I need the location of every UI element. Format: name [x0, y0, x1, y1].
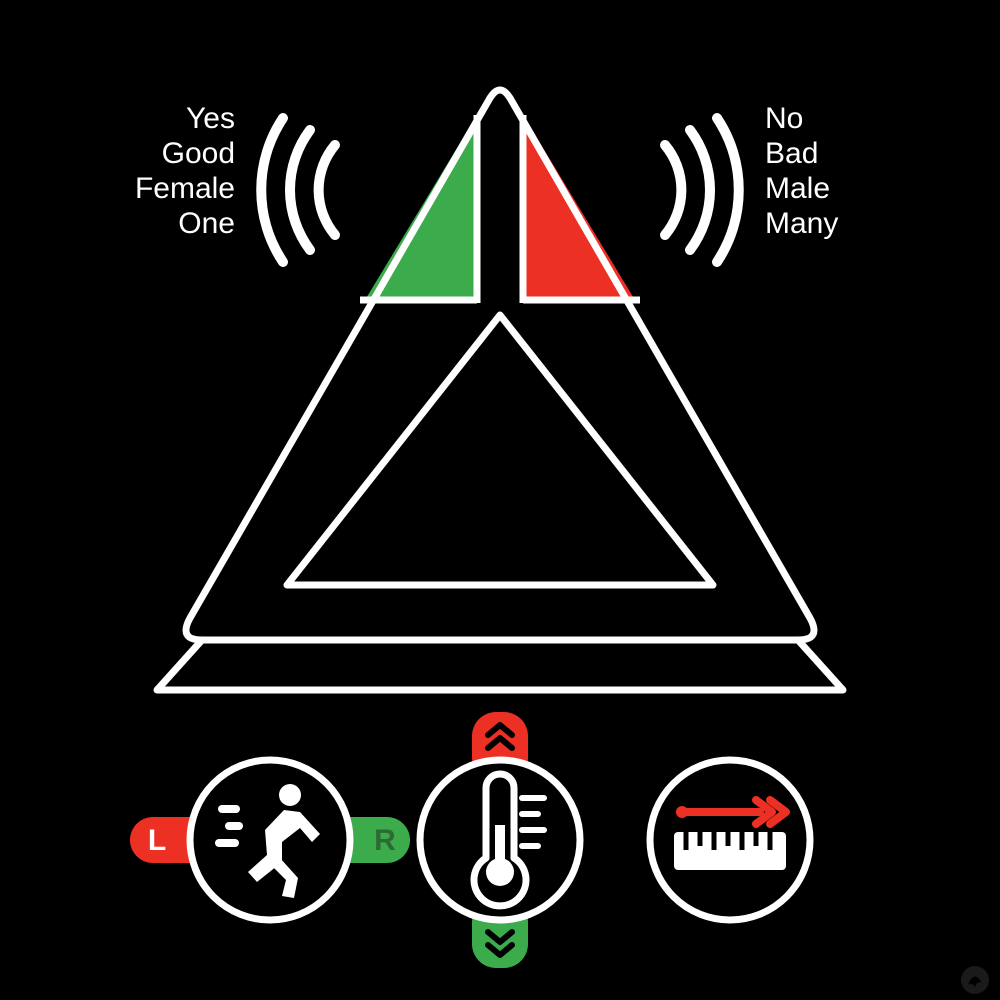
- right-label-2: Male: [765, 172, 830, 205]
- right-label-1: Bad: [765, 137, 818, 170]
- triangle-inner: [287, 315, 713, 585]
- left-label-0: Yes: [186, 102, 235, 135]
- left-label-group: Yes Good Female One: [135, 102, 235, 240]
- l-tag-label: L: [148, 824, 166, 857]
- right-label-3: Many: [765, 207, 838, 240]
- r-tag-label: R: [374, 824, 396, 857]
- runner-group: L R: [130, 760, 410, 920]
- right-label-group: No Bad Male Many: [765, 102, 838, 240]
- diagram-root: Yes Good Female One No Bad Male Many L R: [0, 0, 1000, 1000]
- left-label-1: Good: [162, 137, 235, 170]
- left-label-3: One: [178, 207, 235, 240]
- sound-waves-left: [261, 118, 335, 262]
- triangle-base-slab: [157, 640, 843, 690]
- ruler-group: [650, 760, 810, 920]
- ruler-icon: [674, 800, 786, 870]
- sound-waves-right: [665, 118, 739, 262]
- thermometer-group: [420, 712, 580, 968]
- triangle-outer: [186, 90, 814, 640]
- right-label-0: No: [765, 102, 803, 135]
- left-label-2: Female: [135, 172, 235, 205]
